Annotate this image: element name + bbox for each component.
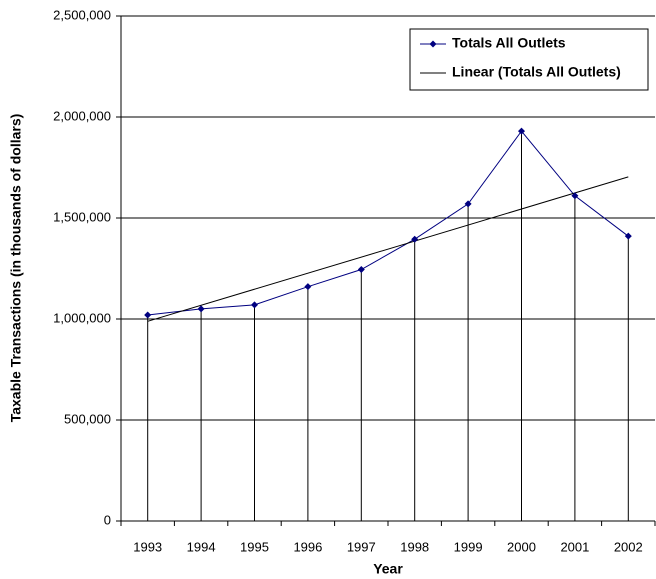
x-axis-label: Year: [373, 561, 403, 577]
y-tick-label: 2,500,000: [53, 7, 111, 22]
data-point: [518, 127, 525, 135]
x-tick-label: 2000: [507, 539, 536, 554]
x-tick-label: 1995: [240, 539, 269, 554]
y-tick-label: 2,000,000: [53, 108, 111, 123]
y-tick-label: 0: [104, 512, 111, 527]
legend-box: [409, 28, 649, 91]
x-tick-label: 1994: [187, 539, 216, 554]
data-point: [197, 305, 205, 313]
x-tick-label: 1993: [133, 539, 162, 554]
x-tick-label: 1998: [400, 539, 429, 554]
y-axis-label: Taxable Transactions (in thousands of do…: [8, 114, 24, 423]
data-point: [144, 311, 152, 319]
legend-label: Linear (Totals All Outlets): [452, 64, 621, 80]
x-tick-label: 2001: [560, 539, 589, 554]
y-tick-label: 500,000: [64, 411, 111, 426]
data-point: [571, 192, 579, 200]
y-tick-label: 1,500,000: [53, 209, 111, 224]
x-tick-label: 1996: [293, 539, 322, 554]
x-tick-label: 1999: [454, 539, 483, 554]
data-point: [624, 232, 632, 240]
data-point: [251, 301, 258, 309]
data-point: [464, 200, 472, 208]
data-point: [411, 235, 419, 243]
data-point: [304, 283, 312, 291]
legend-marker: [429, 40, 437, 48]
legend-label: Totals All Outlets: [452, 35, 566, 51]
y-tick-label: 1,000,000: [53, 310, 111, 325]
trendline: [147, 176, 629, 322]
data-line: [147, 130, 629, 316]
x-tick-label: 2002: [614, 539, 643, 554]
data-point: [357, 266, 365, 274]
x-tick-label: 1997: [347, 539, 376, 554]
